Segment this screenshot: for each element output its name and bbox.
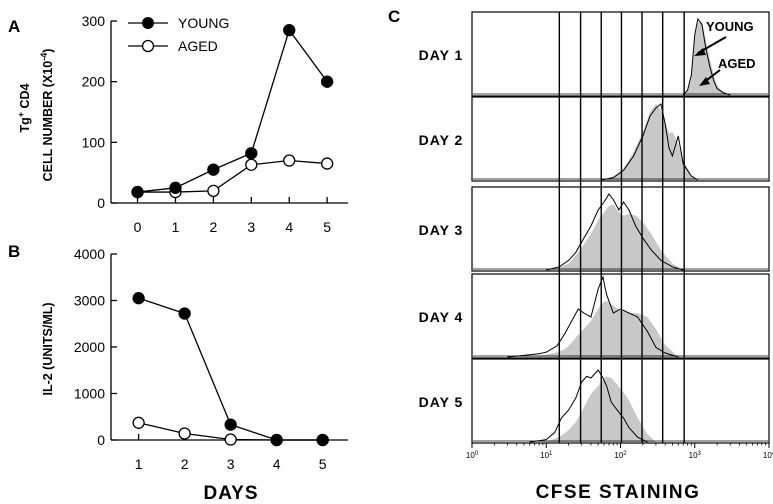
panel-b-xtick-label: 3 [227,456,235,472]
panel-b-xtick-label: 4 [273,456,281,472]
panel-c-annotations: YOUNG AGED [694,19,756,86]
panel-b-axes: 0 1000 2000 3000 4000 1 2 3 4 5 [74,246,348,472]
panel-a-series [131,23,334,199]
panel-letter-a: A [8,17,20,36]
panel-b-point-young [224,418,237,431]
histogram-young-line [682,17,731,96]
panel-b-point-aged [224,433,237,446]
histogram-frame [471,96,770,182]
panel-a-ytick-label: 0 [97,195,105,211]
legend-young-label: YOUNG [178,15,229,31]
panel-b-ytick-label: 2000 [74,339,105,355]
panel-c-division-lines [558,12,685,443]
histogram-young-line [601,103,699,181]
annotation-aged: AGED [718,56,756,71]
histogram-young-line [507,275,679,358]
panel-b-xlabel: DAYS [203,483,258,504]
panel-c-xtick-label: 102 [614,451,627,460]
panel-a-line-young [137,28,328,193]
panel-a-xtick-label: 0 [134,219,142,235]
histogram-young-line [546,193,684,271]
panel-a-point-aged [245,158,258,171]
histogram-label: DAY 5 [419,394,464,410]
panel-c-xtick-label: 103 [689,451,702,460]
histogram-frame [471,11,770,97]
histogram-label: DAY 1 [419,47,464,63]
panel-a-point-aged [207,184,220,198]
panel-a-point-young [245,147,258,160]
panel-a-xtick-label: 2 [209,219,217,235]
panel-b-ytick-label: 3000 [74,293,105,309]
panel-a-ytick-label: 100 [82,134,106,150]
histogram-day-1: DAY 1 [419,11,770,97]
histogram-aged-area [507,301,679,357]
panel-b-point-aged [178,427,191,440]
panel-c-xtick-label: 100 [466,451,479,460]
panel-a-point-young [169,181,182,194]
panel-c-xlabel: CFSE STAINING [536,482,701,503]
panel-a-point-young [207,163,220,176]
panel-a-point-aged [283,154,296,167]
histogram-young-line [529,369,648,443]
panel-a-axes: 0 100 200 300 0 1 2 3 4 5 [82,13,348,235]
histogram-day-5: DAY 5 [419,358,770,444]
panel-a-xtick-label: 4 [285,219,293,235]
panel-a-chart: Tg+ CD4 CELL NUMBER (X10-4) 0 100 200 300 0 1… [16,13,348,235]
panel-c-xaxis: 100 101 102 103 104 [466,443,773,460]
panel-b-point-young [178,307,191,320]
histogram-label: DAY 4 [419,309,464,325]
histogram-aged-area [601,104,698,180]
panel-b-ytick-label: 0 [97,432,105,448]
panel-a-point-aged [320,157,334,170]
panel-a-ylabel-line2: CELL NUMBER (X10-4) [39,49,55,182]
panel-a-xtick-label: 5 [323,219,331,235]
panel-a-ylabel-line1: Tg+ CD4 [16,83,32,132]
legend-aged-marker [141,39,155,53]
panel-b-chart: IL-2 (UNITS/ML) 0 1000 2000 3000 4000 1 2 3 4 5 D… [41,246,348,504]
panel-a-point-young [320,75,334,88]
panel-letter-b: B [8,242,20,261]
panel-a-ytick-label: 200 [82,74,106,90]
panel-c-xtick-label: 101 [540,451,553,460]
histogram-day-2: DAY 2 [419,96,770,182]
histogram-aged-area [683,21,731,95]
histogram-label: DAY 3 [419,222,464,238]
legend-young-marker [142,17,154,29]
histogram-day-4: DAY 4 [419,273,770,359]
panel-letter-c: C [388,7,400,26]
panel-a-xtick-label: 1 [172,219,180,235]
panel-c-rows: DAY 1 DAY 2 DAY 3 DAY 4 DAY 5 [419,11,770,444]
panel-c-xtick-label: 104 [763,451,773,460]
annotation-young-arrowhead [694,48,706,56]
histogram-aged-area [529,376,656,442]
histogram-day-3: DAY 3 [419,186,770,272]
panel-a-legend: YOUNG AGED [128,15,229,54]
panel-b-point-young [270,433,283,447]
panel-a-ytick-label: 300 [82,13,106,29]
panel-b-point-aged [132,416,145,429]
panel-b-ytick-label: 4000 [74,246,105,262]
panel-a-xtick-label: 3 [247,219,255,235]
panel-a-line-aged [137,159,328,193]
panel-b-xtick-label: 2 [181,456,189,472]
annotation-aged-arrowhead [699,77,710,86]
panel-b-xtick-label: 1 [135,456,143,472]
panel-b-point-young [316,433,329,447]
panel-b-point-young [132,292,145,305]
panel-b-xtick-label: 5 [319,456,327,472]
legend-aged-label: AGED [178,38,218,54]
panel-b-ytick-label: 1000 [74,386,105,402]
annotation-young: YOUNG [706,19,754,34]
histogram-label: DAY 2 [419,132,464,148]
panel-a-point-young [283,23,296,37]
panel-b-ylabel: IL-2 (UNITS/ML) [41,302,55,395]
panel-b-series [132,292,329,447]
panel-a-point-young [131,185,144,199]
